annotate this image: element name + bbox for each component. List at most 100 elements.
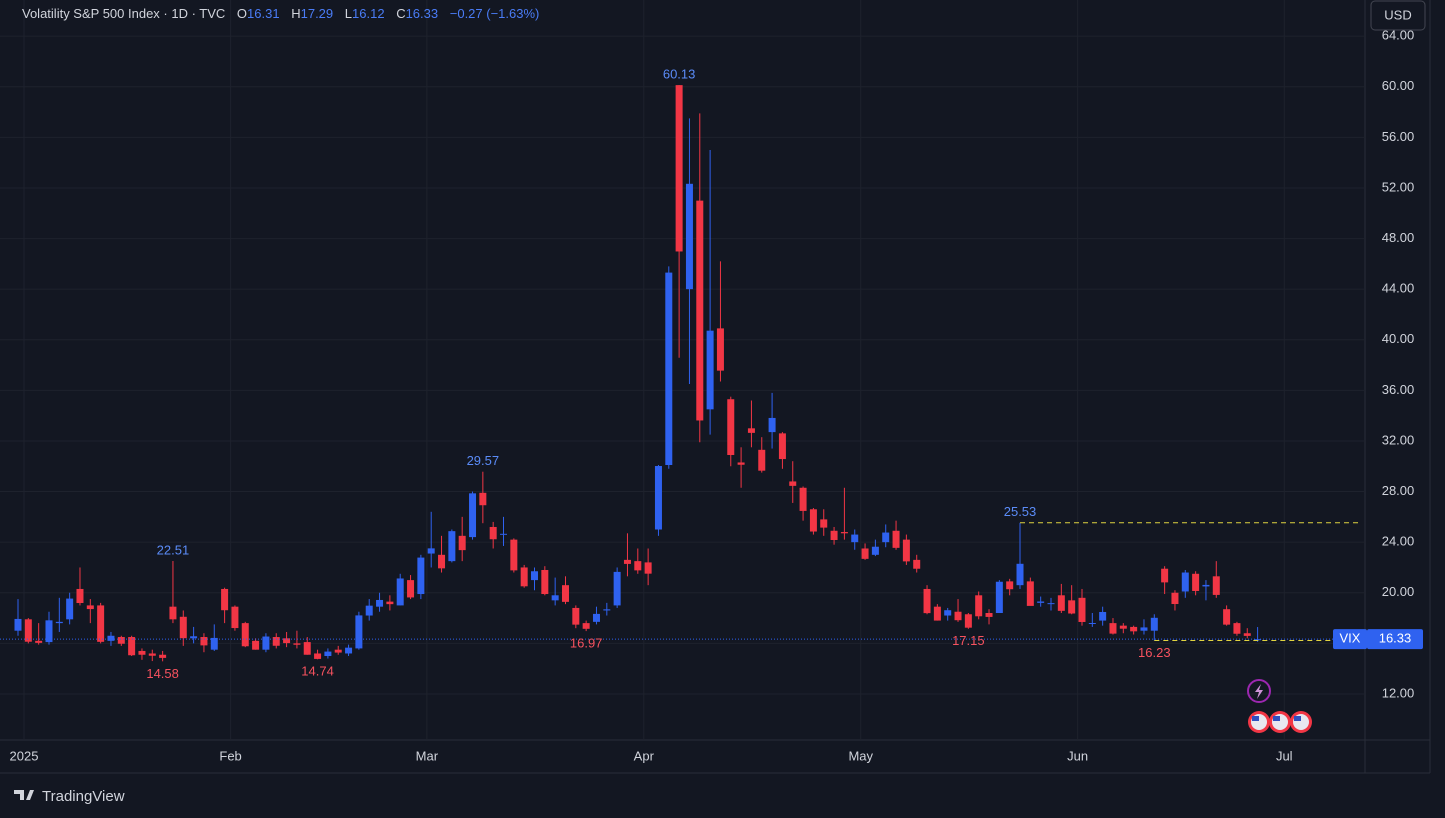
candle-body xyxy=(376,599,384,607)
candle-body xyxy=(365,605,373,616)
candle-body xyxy=(685,183,693,290)
candle-body xyxy=(592,613,600,622)
ohlc-value: 16.33 xyxy=(406,6,439,21)
candle-body xyxy=(778,433,786,460)
candle-body xyxy=(1140,627,1148,631)
candle-body xyxy=(716,328,724,371)
candle-body xyxy=(1212,576,1220,595)
candle-body xyxy=(696,200,704,421)
candle-body xyxy=(345,647,353,654)
candle-body xyxy=(1202,584,1210,587)
economic-events[interactable] xyxy=(1248,711,1312,733)
brand-name[interactable]: TradingView xyxy=(42,788,125,805)
candle-body xyxy=(231,606,239,629)
y-tick-label: 12.00 xyxy=(1382,685,1415,700)
candle-body xyxy=(159,654,167,658)
low-label: 14.74 xyxy=(301,664,334,679)
low-label: 16.97 xyxy=(570,636,603,651)
candle-body xyxy=(252,640,260,650)
ohlc-label: O xyxy=(237,6,247,21)
candle-body xyxy=(747,428,755,433)
candle-body xyxy=(35,640,43,643)
candle-body xyxy=(954,611,962,621)
candle-body xyxy=(1026,581,1034,606)
candle-body xyxy=(14,618,22,631)
candle-body xyxy=(438,554,446,569)
candle-body xyxy=(241,623,249,647)
candle-body xyxy=(324,651,332,657)
legend: Volatility S&P 500 Index · 1D · TVC O16.… xyxy=(22,6,539,21)
y-tick-label: 40.00 xyxy=(1382,331,1415,346)
brand-logo[interactable]: TradingView xyxy=(14,788,125,805)
candle-body xyxy=(613,571,621,606)
high-label: 22.51 xyxy=(157,542,190,557)
event-icon[interactable] xyxy=(1247,679,1271,703)
candle-body xyxy=(603,609,611,611)
candle-body xyxy=(510,539,518,571)
lightning-icon xyxy=(1255,684,1263,699)
candle-body xyxy=(179,616,187,639)
candle-body xyxy=(572,607,580,625)
candle-body xyxy=(799,487,807,511)
currency-label[interactable]: USD xyxy=(1384,7,1411,22)
candle-body xyxy=(334,649,342,653)
candle-body xyxy=(1109,623,1117,634)
candle-body xyxy=(169,606,177,620)
y-tick-label: 44.00 xyxy=(1382,281,1415,296)
ohlc-label: H xyxy=(291,6,300,21)
y-tick-label: 20.00 xyxy=(1382,584,1415,599)
candle-body xyxy=(933,606,941,621)
candle-body xyxy=(45,620,53,643)
candle-body xyxy=(1181,572,1189,592)
candle-body xyxy=(107,635,115,641)
candle-body xyxy=(871,546,879,555)
candle-body xyxy=(1192,573,1200,591)
low-label: 16.23 xyxy=(1138,645,1171,660)
candle-body xyxy=(531,571,538,581)
candle-body xyxy=(1006,581,1014,590)
candle-body xyxy=(1150,617,1158,631)
candles xyxy=(0,85,1365,662)
x-tick-label: Apr xyxy=(634,748,655,763)
candle-body xyxy=(892,530,900,548)
candle-body xyxy=(55,621,63,624)
labels: 12.0016.0020.0024.0028.0032.0036.0040.00… xyxy=(10,28,1423,763)
candle-body xyxy=(1099,611,1107,621)
candle-body xyxy=(469,493,477,538)
last-price-tag xyxy=(1367,629,1423,650)
y-tick-label: 56.00 xyxy=(1382,129,1415,144)
ohlc-label: C xyxy=(396,6,405,21)
candle-body xyxy=(458,535,466,551)
candle-body xyxy=(117,637,125,644)
candle-body xyxy=(427,548,435,554)
low-label: 17.15 xyxy=(952,633,985,648)
candle-body xyxy=(1130,626,1138,632)
candle-body xyxy=(582,623,590,629)
x-tick-label: Jun xyxy=(1067,748,1088,763)
y-tick-label: 52.00 xyxy=(1382,179,1415,194)
candle-body xyxy=(1068,600,1076,614)
candle-body xyxy=(148,653,156,656)
ohlc-value: 16.12 xyxy=(352,6,385,21)
candle-body xyxy=(448,531,456,562)
y-tick-label: 48.00 xyxy=(1382,230,1415,245)
candle-body xyxy=(221,588,229,611)
y-tick-label: 32.00 xyxy=(1382,432,1415,447)
candle-body xyxy=(1078,597,1086,622)
candle-body xyxy=(86,605,94,610)
candle-body xyxy=(1088,622,1096,624)
low-label: 14.58 xyxy=(146,666,179,681)
currency-button[interactable] xyxy=(1370,0,1426,31)
candle-body xyxy=(479,492,487,506)
candle-body xyxy=(654,466,662,530)
candle-body xyxy=(913,559,921,569)
candle-body xyxy=(76,588,84,604)
candle-body xyxy=(923,588,931,614)
candle-body xyxy=(417,557,425,595)
candle-body xyxy=(995,581,1003,613)
candle-body xyxy=(262,636,270,650)
candle-body xyxy=(902,539,910,562)
candle-body xyxy=(882,532,890,543)
candle-body xyxy=(283,638,291,644)
